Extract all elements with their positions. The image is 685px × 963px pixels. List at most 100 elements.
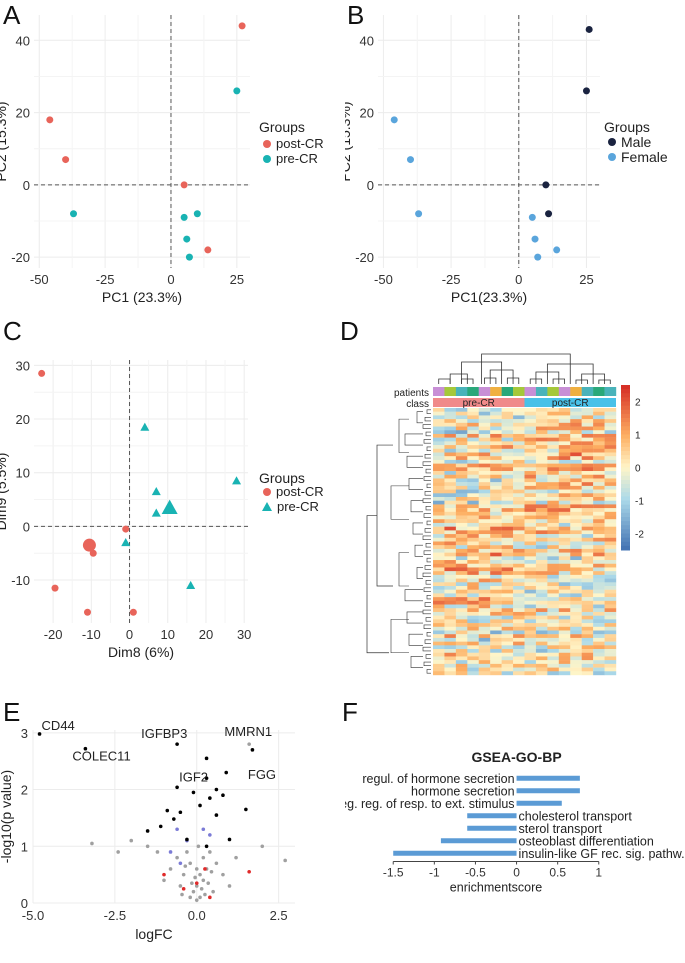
heatmap-cell: [467, 433, 479, 438]
heatmap-cell: [581, 474, 594, 479]
heatmap-cell: [593, 611, 605, 616]
heatmap-cell: [581, 608, 594, 613]
heatmap-cell: [570, 511, 582, 516]
heatmap-cell: [581, 419, 594, 424]
heatmap-cell: [593, 571, 605, 576]
heatmap-cell: [558, 641, 571, 646]
heatmap-cell: [490, 645, 502, 650]
mds-plot: -20 -10 0 10 20 30 -10 0 10 20 30 Dim8 (6%) Dim9 (5.…: [0, 358, 251, 660]
heatmap-cell: [535, 537, 548, 542]
row-dendrogram-branch: [425, 654, 431, 659]
row-dendrogram-branch: [423, 439, 431, 444]
heatmap-cell: [535, 560, 548, 564]
heatmap-cell: [467, 485, 479, 490]
heatmap-cell: [535, 463, 548, 468]
heatmap-cell: [467, 534, 479, 538]
heatmap-cell: [604, 530, 617, 535]
heatmap-cell: [478, 589, 491, 594]
heatmap-cell: [593, 526, 605, 531]
heatmap-cell: [455, 545, 468, 550]
heatmap-cell: [524, 522, 537, 527]
heatmap-cell: [604, 463, 617, 468]
heatmap-cell: [513, 408, 525, 412]
heatmap-cell: [513, 482, 525, 487]
heatmap-cell: [433, 497, 445, 501]
heatmap-cell: [593, 478, 605, 483]
heatmap-cell: [513, 433, 525, 438]
heatmap-cell: [467, 656, 479, 661]
heatmap-cell: [558, 567, 571, 572]
heatmap-cell: [433, 478, 445, 483]
heatmap-cell: [478, 667, 491, 672]
heatmap-cell: [570, 586, 582, 590]
heatmap-cell: [433, 615, 445, 620]
heatmap-cell: [558, 456, 571, 461]
heatmap-cell: [455, 667, 468, 672]
heatmap-cell: [467, 441, 479, 446]
heatmap-cell: [455, 485, 468, 490]
heatmap-cell: [558, 485, 571, 490]
heatmap-cell: [433, 504, 445, 509]
heatmap-cell: [558, 626, 571, 631]
heatmap-cell: [467, 634, 479, 639]
y-tick-label: 1: [21, 839, 28, 854]
heatmap-cell: [581, 649, 594, 653]
heatmap-cell: [455, 452, 468, 457]
heatmap-cell: [455, 589, 468, 594]
heatmap-cell: [581, 615, 594, 620]
bar: [516, 800, 562, 806]
legend-swatch: [263, 487, 271, 496]
legend-label: pre-CR: [277, 499, 319, 514]
heatmap-cell: [558, 526, 571, 531]
heatmap-cell: [478, 556, 491, 561]
heatmap-cell: [455, 411, 468, 416]
heatmap-cell: [444, 467, 457, 472]
heatmap-cell: [433, 526, 445, 531]
heatmap-cell: [535, 611, 548, 616]
heatmap-cell: [433, 508, 445, 513]
heatmap-cell: [547, 548, 560, 553]
heatmap-cell: [524, 526, 537, 531]
heatmap-cell: [433, 571, 445, 576]
row-dendrogram-branch: [426, 483, 431, 489]
heatmap-cell: [490, 637, 502, 642]
heatmap-cell: [558, 637, 571, 642]
heatmap-cell: [547, 671, 560, 676]
heatmap-cell: [535, 641, 548, 646]
heatmap-cell: [513, 415, 525, 420]
legend-swatch: [263, 154, 271, 163]
heatmap-cell: [581, 574, 594, 579]
data-point: [155, 850, 160, 854]
heatmap-cell: [513, 519, 525, 524]
heatmap-cell: [524, 593, 537, 598]
heatmap-cell: [490, 649, 502, 653]
heatmap-cell: [513, 626, 525, 631]
heatmap-cell: [581, 485, 594, 490]
heatmap-cell: [547, 530, 560, 535]
heatmap-cell: [524, 656, 537, 661]
heatmap-cell: [490, 578, 502, 583]
heatmap-cell: [433, 411, 445, 416]
heatmap-cell: [547, 615, 560, 620]
heatmap-cell: [524, 415, 537, 420]
class-label: pre-CR: [463, 398, 495, 409]
heatmap-cell: [581, 630, 594, 635]
color-key-cell: [621, 385, 630, 390]
heatmap-cell: [524, 582, 537, 587]
heatmap-cell: [535, 634, 548, 639]
heatmap-cell: [604, 541, 617, 546]
heatmap-cell: [455, 660, 468, 665]
heatmap-cell: [455, 611, 468, 616]
heatmap-cell: [433, 459, 445, 464]
heatmap-cell: [467, 541, 479, 546]
heatmap-cell: [501, 419, 514, 424]
heatmap-cell: [604, 526, 617, 531]
heatmap-cell: [593, 593, 605, 598]
row-dendrogram-branch: [408, 633, 423, 646]
heatmap-cell: [455, 645, 468, 650]
heatmap-cell: [455, 430, 468, 435]
heatmap-cell: [581, 667, 594, 672]
heatmap-cell: [513, 430, 525, 435]
color-key-cell: [621, 438, 630, 444]
heatmap-cell: [490, 630, 502, 635]
